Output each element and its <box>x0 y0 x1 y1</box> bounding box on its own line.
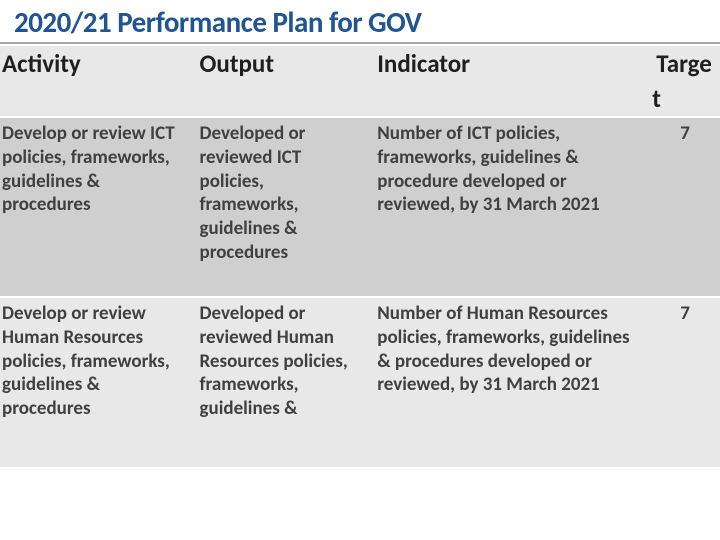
page-title: 2020/21 Performance Plan for GOV <box>14 4 421 40</box>
cell-activity: Develop or review Human Resources polici… <box>0 297 194 467</box>
performance-table: Activity Output Indicator Targe t Develo… <box>0 44 720 467</box>
table-body: Develop or review ICT policies, framewor… <box>0 117 720 467</box>
col-header-indicator: Indicator <box>371 45 650 117</box>
cell-output: Developed or reviewed ICT policies, fram… <box>194 117 372 297</box>
col-header-activity: Activity <box>0 45 194 117</box>
table-row: Develop or review Human Resources polici… <box>0 297 720 467</box>
cell-activity: Develop or review ICT policies, framewor… <box>0 117 194 297</box>
cell-target: 7 <box>650 297 720 467</box>
cell-target: 7 <box>650 117 720 297</box>
cell-output: Developed or reviewed Human Resources po… <box>194 297 372 467</box>
col-header-target-line2: t <box>650 81 720 117</box>
title-bar: 2020/21 Performance Plan for GOV <box>0 0 720 42</box>
cell-indicator: Number of ICT policies, frameworks, guid… <box>371 117 650 297</box>
table-row: Develop or review ICT policies, framewor… <box>0 117 720 297</box>
table-header: Activity Output Indicator Targe t <box>0 45 720 117</box>
cell-indicator: Number of Human Resources policies, fram… <box>371 297 650 467</box>
col-header-output: Output <box>194 45 372 117</box>
col-header-target-line1: Targe <box>650 45 720 81</box>
